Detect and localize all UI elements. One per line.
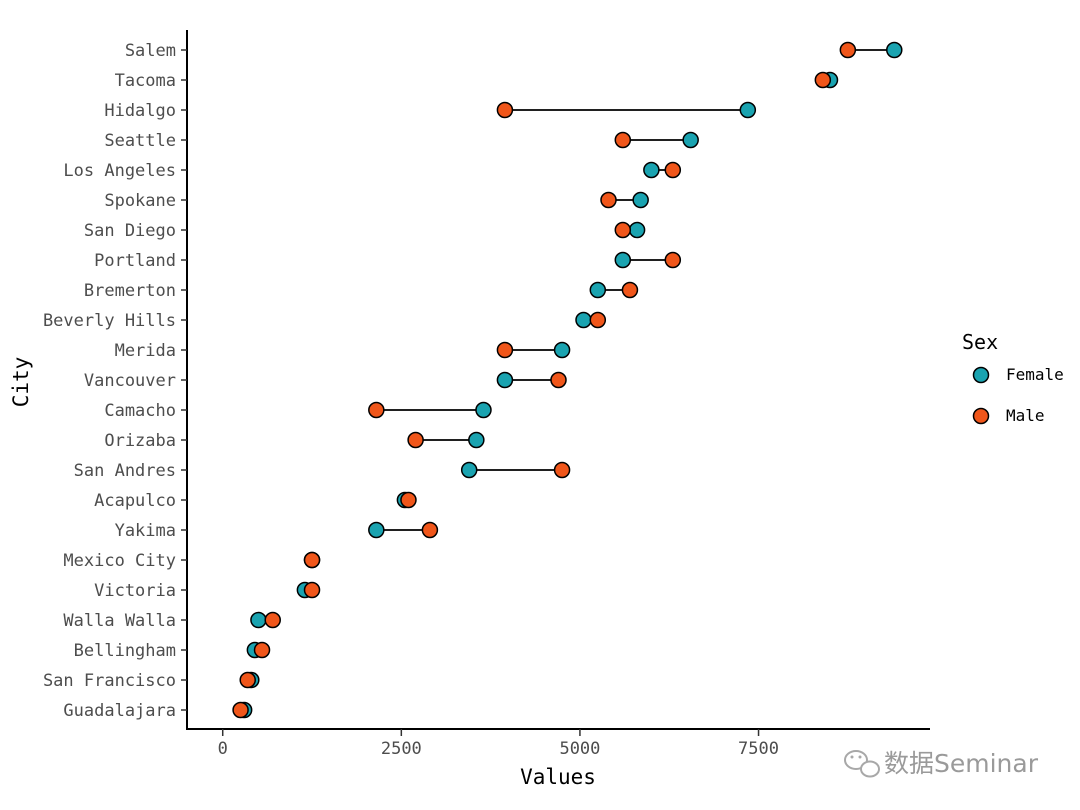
point-female-bremerton: [589, 281, 607, 299]
point-female-merida: [553, 341, 571, 359]
legend-key-male: [972, 407, 990, 425]
y-tick-label-san-andres: San Andres: [74, 461, 176, 481]
x-tick-label-7500: 7500: [738, 739, 779, 759]
point-male-san-francisco: [239, 671, 256, 689]
y-tick-label-san-francisco: San Francisco: [43, 671, 176, 691]
y-tick-label-bellingham: Bellingham: [74, 641, 176, 661]
point-male-victoria: [303, 581, 321, 599]
point-male-san-diego: [614, 221, 632, 239]
y-tick-label-merida: Merida: [115, 341, 176, 361]
legend-title: Sex: [962, 330, 998, 354]
point-female-salem: [886, 41, 903, 59]
y-tick-label-acapulco: Acapulco: [94, 491, 176, 511]
point-female-portland: [614, 251, 632, 269]
point-male-acapulco: [400, 491, 417, 509]
point-female-san-diego: [628, 221, 646, 239]
y-ticks: Salem Tacoma Hidalgo Seattle Los Angeles Spok…: [43, 41, 187, 721]
point-layer: [232, 41, 903, 719]
point-male-portland: [664, 251, 682, 269]
y-tick-label-beverly-hills: Beverly Hills: [43, 311, 176, 331]
y-tick-label-salem: Salem: [125, 41, 176, 61]
x-tick-label-2500: 2500: [381, 739, 422, 759]
point-male-hidalgo: [496, 101, 514, 119]
point-male-merida: [496, 341, 514, 359]
legend-key-female: [972, 366, 990, 384]
point-male-guadalajara: [232, 701, 249, 719]
point-female-beverly-hills: [575, 311, 592, 329]
point-female-hidalgo: [739, 101, 757, 119]
point-male-orizaba: [407, 431, 424, 449]
y-tick-label-tacoma: Tacoma: [115, 71, 176, 91]
y-tick-label-bremerton: Bremerton: [84, 281, 176, 301]
y-tick-label-guadalajara: Guadalajara: [63, 701, 176, 721]
x-axis-title: Values: [520, 765, 596, 789]
watermark-text: 数据Seminar: [884, 749, 1039, 778]
point-male-bremerton: [621, 281, 639, 299]
x-tick-label-0: 0: [218, 739, 228, 759]
y-tick-label-yakima: Yakima: [115, 521, 176, 541]
legend-label-female: Female: [1006, 365, 1064, 384]
y-tick-label-camacho: Camacho: [104, 401, 176, 421]
legend-label-male: Male: [1006, 406, 1045, 425]
y-tick-label-seattle: Seattle: [104, 131, 176, 151]
point-female-spokane: [632, 191, 649, 209]
point-female-orizaba: [468, 431, 485, 449]
point-male-beverly-hills: [589, 311, 607, 329]
point-female-yakima: [368, 521, 385, 539]
x-tick-label-5000: 5000: [559, 739, 600, 759]
point-male-tacoma: [814, 71, 832, 89]
y-tick-label-victoria: Victoria: [94, 581, 176, 601]
y-tick-label-hidalgo: Hidalgo: [104, 101, 176, 121]
point-female-san-andres: [460, 461, 478, 479]
point-male-walla-walla: [264, 611, 281, 629]
point-male-bellingham: [253, 641, 271, 659]
y-tick-label-san-diego: San Diego: [84, 221, 176, 241]
y-axis-title: City: [9, 357, 33, 408]
point-male-yakima: [421, 521, 439, 539]
y-tick-label-walla-walla: Walla Walla: [63, 611, 176, 631]
point-female-vancouver: [496, 371, 514, 389]
legend: Sex Female Male: [962, 330, 1064, 425]
y-tick-label-los-angeles: Los Angeles: [63, 161, 176, 181]
point-female-seattle: [682, 131, 699, 149]
y-tick-label-vancouver: Vancouver: [84, 371, 176, 391]
point-male-camacho: [368, 401, 385, 419]
point-female-walla-walla: [250, 611, 267, 629]
point-male-mexico-city: [303, 551, 321, 569]
point-male-los-angeles: [664, 161, 682, 179]
y-tick-label-orizaba: Orizaba: [104, 431, 176, 451]
point-male-salem: [839, 41, 857, 59]
segment-layer: [240, 49, 895, 711]
x-ticks: 0 2500 5000 7500: [218, 729, 779, 759]
point-male-spokane: [600, 191, 617, 209]
point-male-san-andres: [553, 461, 571, 479]
watermark: 数据Seminar: [844, 749, 1039, 778]
point-male-seattle: [614, 131, 632, 149]
point-female-camacho: [475, 401, 492, 419]
point-male-vancouver: [550, 371, 567, 389]
y-tick-label-mexico-city: Mexico City: [63, 551, 176, 571]
wechat-icon: [844, 750, 880, 778]
point-female-los-angeles: [643, 161, 660, 179]
y-tick-label-spokane: Spokane: [104, 191, 176, 211]
y-tick-label-portland: Portland: [94, 251, 176, 271]
